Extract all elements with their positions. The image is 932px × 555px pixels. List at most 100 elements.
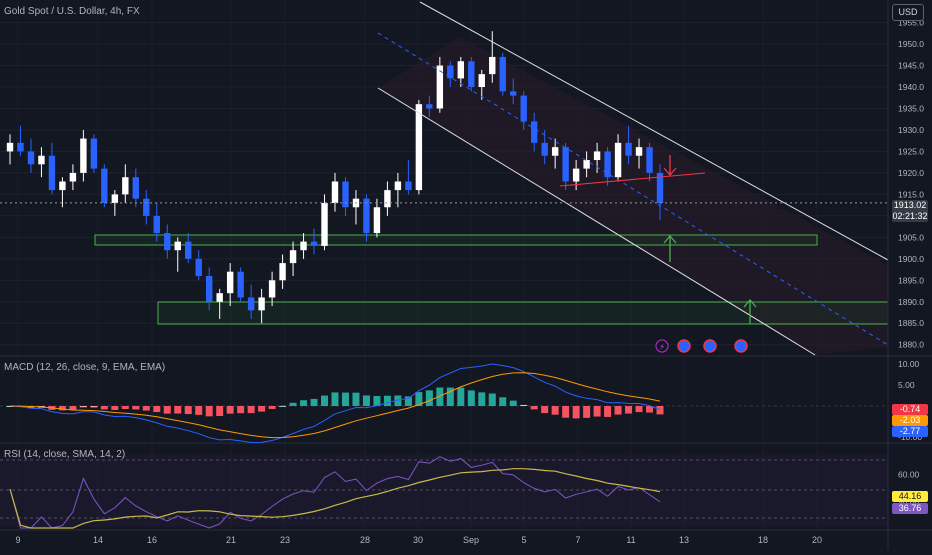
macd-bar <box>583 406 591 418</box>
price-tick-label: 1905.0 <box>898 232 924 242</box>
rsi-title[interactable]: RSI (14, close, SMA, 14, 2) <box>4 449 126 460</box>
candle-body <box>48 155 56 191</box>
rsi-value-tag: 36.76 <box>892 503 928 514</box>
macd-bar <box>216 406 224 416</box>
candle <box>27 138 35 173</box>
candle <box>405 160 412 195</box>
price-axis[interactable]: 1955.0 1950.0 1945.0 1940.0 1935.0 1930.0 1925… <box>898 18 924 350</box>
macd-bar <box>373 396 381 406</box>
channel-upper-line[interactable] <box>419 1 889 261</box>
candle <box>499 52 506 96</box>
candle-body <box>101 168 108 203</box>
candle-body <box>457 61 465 79</box>
candle <box>604 147 611 186</box>
macd-value-tag: -2.77 <box>892 426 928 437</box>
candle-body <box>510 91 517 96</box>
candle-body <box>90 138 98 169</box>
macd-bar <box>258 406 266 412</box>
macd-bar <box>488 393 496 406</box>
macd-tick-label: -10.00 <box>898 432 922 442</box>
macd-bar <box>310 398 318 406</box>
support-zone-lower <box>157 301 889 325</box>
candle-body <box>520 95 527 122</box>
last-price-value: 1913.02 <box>893 200 927 210</box>
resistance-line[interactable] <box>559 172 706 187</box>
candle <box>394 172 402 208</box>
candle <box>635 138 643 169</box>
candle <box>426 95 433 118</box>
symbol-title[interactable]: Gold Spot / U.S. Dollar, 4h, FX <box>4 6 140 17</box>
candle <box>69 164 77 191</box>
macd-bar <box>184 406 192 415</box>
macd-bar <box>436 387 444 406</box>
currency-button[interactable]: USD <box>892 4 924 21</box>
price-tick-label: 1915.0 <box>898 189 924 199</box>
candle <box>625 125 632 165</box>
candle <box>373 198 381 238</box>
macd-bar <box>656 406 664 415</box>
candle-body <box>394 181 402 191</box>
candle-body <box>164 233 171 251</box>
channel-lower-line[interactable] <box>377 87 816 356</box>
candle-body <box>489 56 496 75</box>
events-row: ⚡ <box>655 339 748 353</box>
candle-body <box>646 147 653 173</box>
candle <box>614 134 622 182</box>
candle <box>205 267 213 311</box>
candle <box>247 284 255 319</box>
candle-body <box>625 142 632 156</box>
candle <box>185 233 192 264</box>
candle-body <box>258 297 265 311</box>
candle-body <box>363 198 370 234</box>
macd-title[interactable]: MACD (12, 26, close, 9, EMA, EMA) <box>4 362 166 373</box>
macd-value-tag: -0.74 <box>892 404 928 415</box>
time-tick-label: 5 <box>521 535 526 545</box>
time-tick-label: 30 <box>413 535 423 545</box>
candle <box>143 190 150 225</box>
macd-value-tag: -2.03 <box>892 415 928 426</box>
macd-bar <box>362 395 370 406</box>
time-tick-label: 9 <box>15 535 20 545</box>
candle-body <box>405 181 412 191</box>
candle <box>646 142 653 182</box>
price-tick-label: 1885.0 <box>898 318 924 328</box>
macd-bar <box>562 406 570 418</box>
time-tick-label: 20 <box>812 535 822 545</box>
us-flag-icon[interactable] <box>703 339 717 353</box>
us-flag-icon[interactable] <box>734 339 748 353</box>
candle <box>541 129 548 165</box>
us-flag-icon[interactable] <box>677 339 691 353</box>
candle-body <box>237 271 244 298</box>
candle-body <box>415 104 423 191</box>
candle-body <box>289 250 297 264</box>
candle-body <box>143 198 150 216</box>
candle-body <box>216 293 223 302</box>
lightning-icon[interactable] <box>655 339 669 353</box>
candle-body <box>59 181 66 191</box>
candle <box>6 134 14 165</box>
candle-body <box>373 207 381 234</box>
candle <box>153 202 160 242</box>
macd-bar <box>121 406 129 409</box>
channel-mid-line[interactable] <box>377 32 889 346</box>
time-tick-label: 13 <box>679 535 689 545</box>
candle <box>562 142 569 191</box>
macd-bar <box>625 406 633 414</box>
macd-bar <box>300 400 308 406</box>
last-price-tag: 1913.02 02:21:32 <box>892 200 928 222</box>
candle-body <box>562 147 569 182</box>
lightning-glyph: ⚡ <box>659 343 665 352</box>
candle-body <box>331 181 339 203</box>
candle-body <box>593 151 601 161</box>
macd-bar <box>69 406 77 410</box>
candle <box>59 177 66 208</box>
candle-body <box>321 202 328 246</box>
candle-body <box>122 177 129 195</box>
time-axis[interactable]: 9 14 16 21 23 28 30 Sep 5 7 11 13 18 20 <box>15 535 822 545</box>
candle-body <box>111 194 119 203</box>
macd-tick-label: 5.00 <box>898 380 915 390</box>
candle-body <box>310 241 318 246</box>
macd-tick-label: 10.00 <box>898 359 920 369</box>
